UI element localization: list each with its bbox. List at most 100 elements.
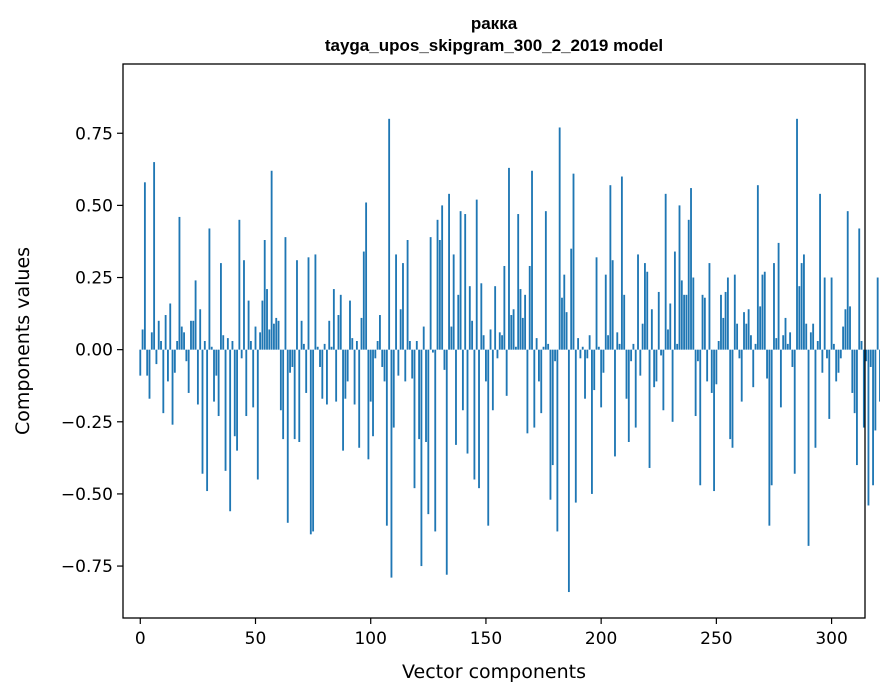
bar-297	[823, 277, 826, 350]
bar-71	[302, 343, 305, 350]
bar-50	[254, 326, 257, 350]
bar-319	[874, 349, 877, 431]
bar-13	[169, 303, 172, 350]
bar-77	[316, 346, 319, 350]
y-tick-label: −0.25	[61, 413, 113, 433]
bar-41	[233, 349, 236, 437]
bar-200	[600, 349, 603, 408]
bar-43	[238, 219, 241, 350]
bar-249	[713, 349, 715, 492]
bar-201	[602, 349, 605, 373]
bar-100	[369, 349, 372, 402]
bar-91	[349, 300, 351, 350]
bar-291	[809, 332, 812, 350]
bar-275	[773, 263, 775, 350]
bar-252	[720, 294, 722, 350]
bar-223	[653, 349, 656, 388]
bar-133	[445, 349, 448, 575]
bar-188	[572, 173, 575, 350]
bar-196	[591, 349, 593, 494]
bar-180	[554, 349, 556, 362]
x-tick-label: 0	[135, 629, 146, 649]
bar-67	[293, 349, 296, 440]
bar-10	[162, 349, 165, 414]
bar-24	[194, 280, 197, 350]
bar-138	[457, 294, 460, 350]
bar-15	[173, 349, 176, 373]
bar-248	[710, 349, 713, 393]
bar-290	[807, 349, 810, 546]
bar-241	[694, 349, 697, 417]
bar-149	[482, 335, 485, 350]
bar-28	[203, 341, 206, 350]
bar-57	[270, 170, 273, 350]
bar-240	[692, 277, 695, 350]
bar-30	[208, 228, 211, 350]
x-axis-label: Vector components	[402, 661, 586, 683]
bar-320	[876, 277, 879, 350]
bar-175	[542, 346, 545, 350]
bar-206	[614, 349, 616, 457]
bar-260	[738, 349, 741, 359]
bar-81	[326, 349, 328, 405]
bar-273	[768, 349, 771, 526]
bar-280	[784, 317, 787, 350]
bar-105	[381, 349, 384, 367]
bar-32	[213, 349, 215, 402]
bar-132	[443, 349, 446, 370]
bar-157	[501, 335, 503, 350]
bar-311	[856, 349, 858, 466]
bar-262	[743, 312, 745, 350]
bar-144	[471, 320, 474, 350]
bar-271	[763, 271, 766, 350]
bar-251	[717, 341, 720, 350]
bar-190	[577, 338, 580, 350]
bar-79	[321, 349, 324, 399]
bar-279	[782, 335, 785, 350]
bar-203	[607, 335, 609, 350]
bar-286	[798, 286, 801, 350]
bar-29	[206, 349, 209, 492]
bar-287	[800, 263, 803, 350]
bar-42	[236, 349, 238, 451]
bar-169	[528, 265, 531, 350]
bar-217	[639, 349, 642, 376]
bar-119	[413, 349, 416, 489]
y-tick-label: 0.25	[75, 269, 113, 289]
bar-3	[146, 349, 149, 376]
bar-300	[830, 277, 833, 350]
bar-246	[706, 349, 709, 382]
bar-195	[588, 335, 591, 350]
bar-82	[328, 320, 331, 350]
bar-165	[519, 289, 522, 350]
bar-98	[365, 202, 368, 350]
bar-288	[803, 254, 805, 350]
bar-101	[372, 349, 374, 437]
bar-182	[558, 127, 561, 350]
bar-204	[609, 185, 612, 350]
bar-159	[505, 349, 508, 396]
bar-135	[450, 326, 453, 350]
bar-97	[362, 251, 365, 350]
bar-80	[323, 343, 326, 350]
x-tick-label: 50	[245, 629, 267, 649]
bar-298	[826, 349, 828, 359]
bar-46	[245, 349, 248, 417]
bar-26	[199, 309, 202, 350]
bar-113	[399, 309, 402, 350]
bar-256	[729, 349, 732, 440]
bar-178	[549, 349, 552, 500]
bar-74	[309, 349, 312, 535]
bar-220	[646, 271, 649, 350]
bar-179	[551, 349, 554, 466]
bar-87	[339, 294, 342, 350]
bar-143	[468, 286, 471, 350]
bar-183	[561, 297, 563, 350]
bar-155	[496, 349, 499, 359]
bar-257	[731, 349, 734, 448]
bar-40	[231, 341, 234, 350]
bar-225	[657, 291, 660, 350]
bar-151	[487, 349, 490, 526]
bar-69	[298, 349, 301, 442]
bar-167	[524, 294, 527, 350]
